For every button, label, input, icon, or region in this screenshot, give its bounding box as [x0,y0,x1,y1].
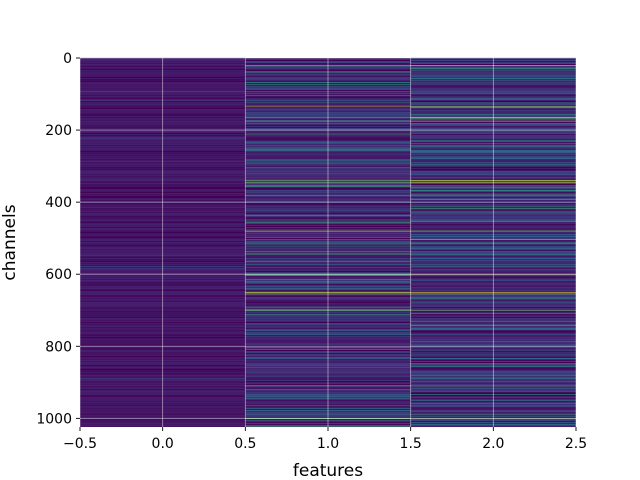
plot-area [79,57,577,428]
y-axis: 0 200 400 600 800 1000 [36,51,80,427]
x-tick-label: 0.0 [152,436,174,452]
x-tick-label: 0.5 [234,436,256,452]
x-axis: −0.5 0.0 0.5 1.0 1.5 2.0 2.5 [63,427,587,452]
y-tick-label: 0 [63,51,72,67]
y-tick-label: 200 [45,123,72,139]
y-tick-label: 400 [45,195,72,211]
x-tick-label: 2.0 [482,436,504,452]
y-tick-label: 800 [45,339,72,355]
y-tick-label: 1000 [36,411,72,427]
y-tick-label: 600 [45,267,72,283]
grid-lines [79,57,577,427]
x-tick-label: 1.0 [317,436,339,452]
x-tick-label: 1.5 [400,436,422,452]
x-tick-label: −0.5 [63,436,97,452]
y-axis-label: channels [0,204,20,280]
x-axis-label: features [293,461,363,480]
x-tick-label: 2.5 [565,436,587,452]
